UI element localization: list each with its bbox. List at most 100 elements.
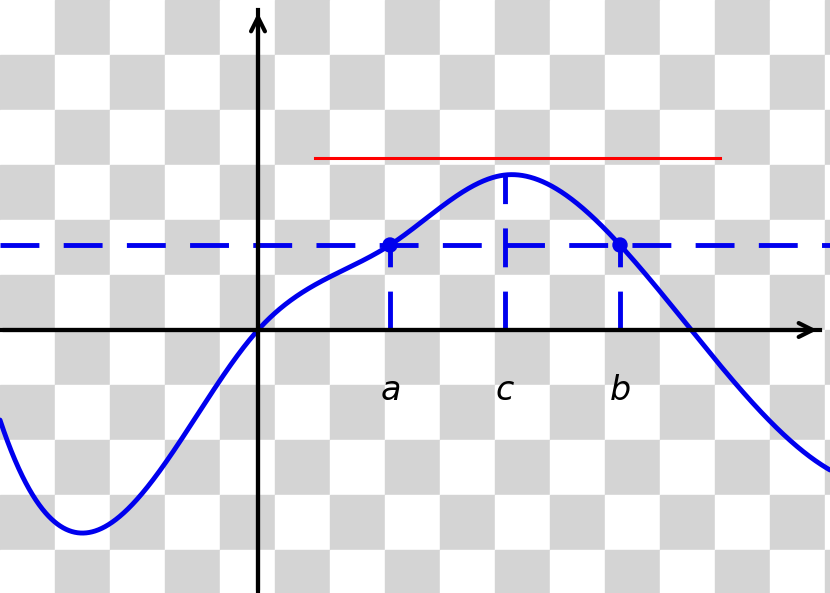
Bar (440, 550, 495, 593)
Bar (550, 220, 605, 275)
Bar (110, 220, 165, 275)
Bar (660, 385, 715, 440)
Bar (550, 550, 605, 593)
Bar (165, 220, 220, 275)
Bar (275, 165, 330, 220)
Bar (495, 495, 550, 550)
Bar (770, 0, 825, 55)
Bar (440, 440, 495, 495)
Bar (550, 110, 605, 165)
Bar (55, 385, 110, 440)
Bar (220, 440, 275, 495)
Bar (550, 440, 605, 495)
Bar (55, 55, 110, 110)
Bar (220, 220, 275, 275)
Bar (330, 165, 385, 220)
Bar (220, 550, 275, 593)
Bar (330, 275, 385, 330)
Bar (825, 275, 830, 330)
Bar (0, 0, 55, 55)
Bar (0, 550, 55, 593)
Bar (55, 0, 110, 55)
Bar (660, 165, 715, 220)
Bar (495, 440, 550, 495)
Bar (495, 550, 550, 593)
Bar (825, 440, 830, 495)
Bar (275, 55, 330, 110)
Bar (0, 55, 55, 110)
Bar (0, 330, 55, 385)
Bar (770, 440, 825, 495)
Bar (165, 110, 220, 165)
Bar (275, 220, 330, 275)
Text: $a$: $a$ (380, 375, 400, 407)
Bar (220, 385, 275, 440)
Bar (440, 110, 495, 165)
Bar (440, 0, 495, 55)
Bar (715, 165, 770, 220)
Bar (165, 275, 220, 330)
Bar (385, 550, 440, 593)
Bar (275, 275, 330, 330)
Bar (495, 385, 550, 440)
Bar (605, 495, 660, 550)
Bar (440, 275, 495, 330)
Bar (0, 275, 55, 330)
Bar (660, 550, 715, 593)
Bar (550, 385, 605, 440)
Bar (550, 55, 605, 110)
Bar (55, 275, 110, 330)
Bar (605, 330, 660, 385)
Bar (220, 165, 275, 220)
Bar (605, 0, 660, 55)
Bar (715, 385, 770, 440)
Bar (715, 440, 770, 495)
Bar (55, 550, 110, 593)
Bar (715, 495, 770, 550)
Bar (165, 0, 220, 55)
Bar (825, 220, 830, 275)
Bar (330, 330, 385, 385)
Bar (330, 220, 385, 275)
Bar (55, 220, 110, 275)
Bar (660, 440, 715, 495)
Bar (165, 165, 220, 220)
Bar (275, 330, 330, 385)
Bar (660, 55, 715, 110)
Text: $b$: $b$ (609, 375, 631, 407)
Bar (0, 495, 55, 550)
Bar (0, 165, 55, 220)
Bar (55, 165, 110, 220)
Bar (165, 55, 220, 110)
Bar (440, 165, 495, 220)
Bar (605, 110, 660, 165)
Bar (110, 110, 165, 165)
Bar (110, 440, 165, 495)
Bar (715, 0, 770, 55)
Bar (385, 495, 440, 550)
Bar (825, 385, 830, 440)
Bar (440, 330, 495, 385)
Bar (495, 330, 550, 385)
Bar (220, 275, 275, 330)
Bar (385, 220, 440, 275)
Bar (220, 330, 275, 385)
Bar (165, 385, 220, 440)
Bar (660, 330, 715, 385)
Bar (605, 385, 660, 440)
Bar (275, 110, 330, 165)
Bar (605, 550, 660, 593)
Bar (770, 550, 825, 593)
Bar (715, 220, 770, 275)
Bar (550, 330, 605, 385)
Bar (440, 220, 495, 275)
Bar (165, 495, 220, 550)
Bar (55, 110, 110, 165)
Bar (825, 0, 830, 55)
Bar (660, 495, 715, 550)
Bar (825, 165, 830, 220)
Bar (330, 110, 385, 165)
Bar (330, 440, 385, 495)
Bar (165, 330, 220, 385)
Bar (220, 495, 275, 550)
